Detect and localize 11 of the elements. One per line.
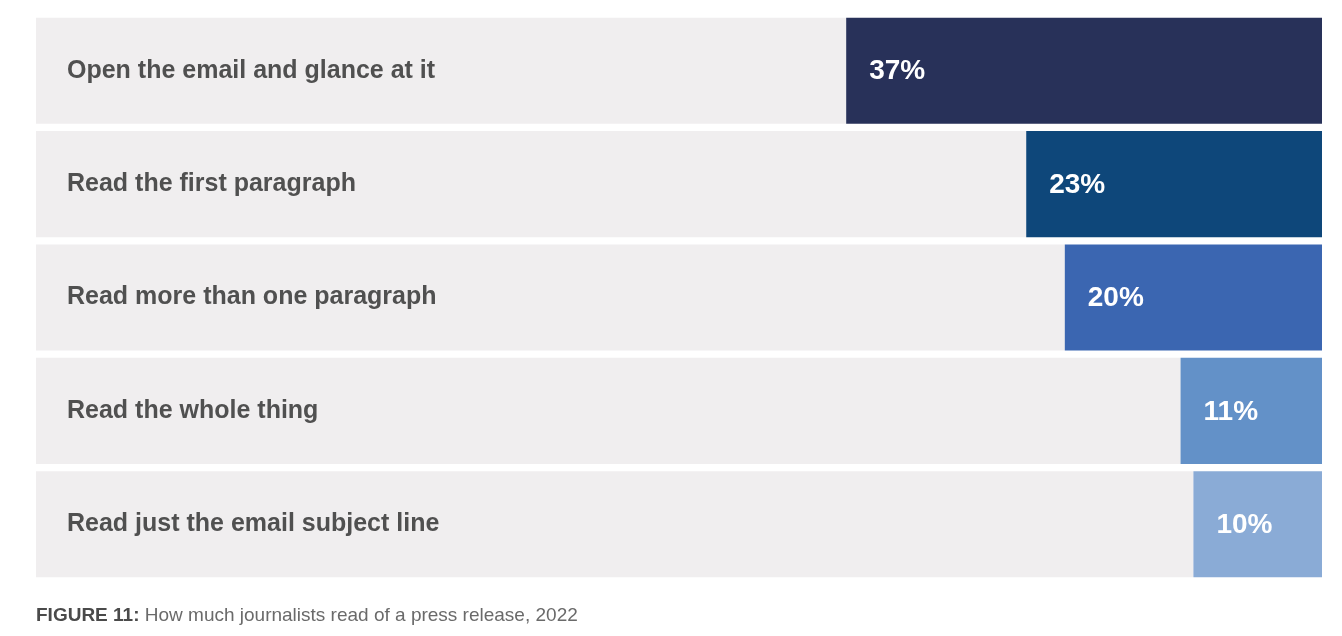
y-tick-label: Open the email and glance at it xyxy=(67,54,436,83)
y-tick-label: Read the whole thing xyxy=(67,394,319,423)
y-tick-label: Read more than one paragraph xyxy=(67,281,437,310)
data-label: 37% xyxy=(869,54,926,86)
data-label: 10% xyxy=(1216,508,1273,540)
y-tick-label: Read just the email subject line xyxy=(67,508,440,537)
y-tick-label: Read the first paragraph xyxy=(67,167,356,196)
data-label: 23% xyxy=(1049,167,1106,199)
data-label: 11% xyxy=(1203,394,1259,426)
caption: FIGURE 11: How much journalists read of a press release, 2022 xyxy=(36,604,578,625)
data-label: 20% xyxy=(1087,281,1144,313)
